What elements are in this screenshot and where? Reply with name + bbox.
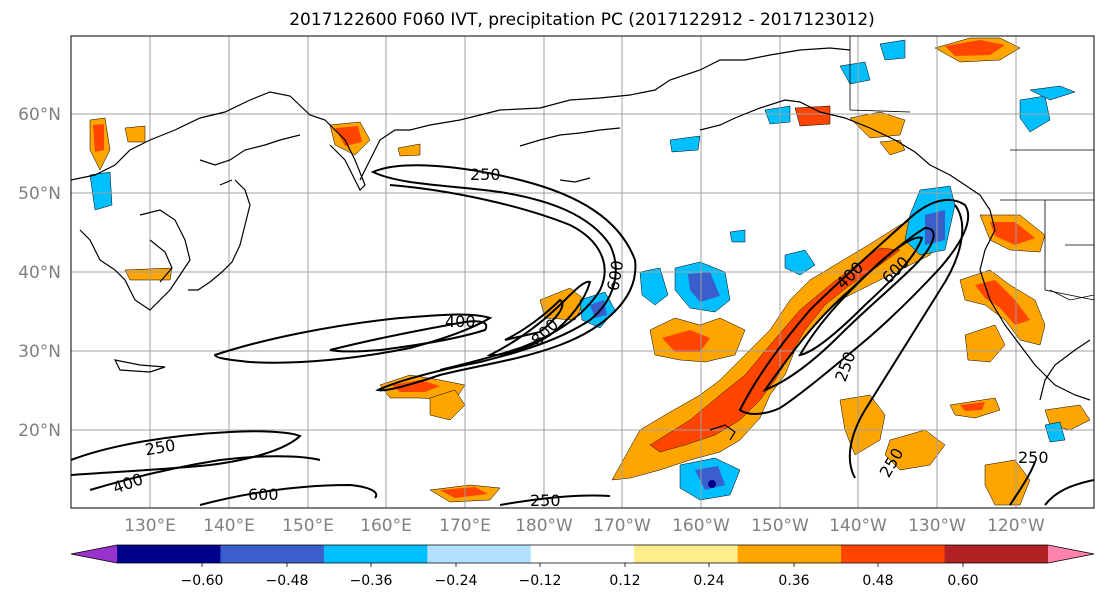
colorbar-tick-label: 0.36 [778,573,809,589]
colorbar-tick-label: −0.12 [519,573,562,589]
precip-shading [89,37,1091,506]
lon-label: 150°E [282,516,334,536]
lon-label: 130°E [124,516,176,536]
lon-label: 140°E [203,516,255,536]
colorbar-ticks [201,563,964,567]
map-frame [70,35,1095,509]
political-borders [849,36,1094,301]
colorbar-tick-label: 0.12 [609,573,640,589]
precip-high-area [662,330,710,352]
precip-negative-area [729,229,746,243]
precip-negative-area [1044,421,1066,443]
precip-negative-area [669,135,701,153]
colorbar-extension-high [1048,545,1094,563]
ivt-contours [71,164,1094,506]
longitude-labels: 130°E 140°E 150°E 160°E 170°E 180°W 170°… [124,516,1045,536]
colorbar-outline [70,544,1095,564]
lat-label: 60°N [18,105,61,125]
precip-high-area [440,487,488,498]
lon-label: 150°W [751,516,809,536]
precip-negative-area [784,249,816,276]
lon-label: 180°W [515,516,573,536]
precip-positive-area [984,459,1031,506]
colorbar-tick-label: 0.24 [693,573,724,589]
colorbar-tick-label: −0.36 [350,573,393,589]
contour-label: 250 [470,165,501,184]
colorbar-cell [841,545,946,563]
precip-high-area [335,126,362,146]
colorbar-tick-labels: −0.60 −0.48 −0.36 −0.24 −0.12 0.12 0.24 … [181,573,979,589]
lon-label: 160°E [360,516,412,536]
precip-negative-area [764,105,791,125]
colorbar-cells [71,545,1094,563]
precip-extreme-negative-spot [708,480,716,488]
colorbar-extension-low [71,545,117,563]
gridlines [71,36,1094,508]
colorbar-cell [323,545,428,563]
precip-positive-area [429,389,466,421]
colorbar-cell [944,545,1049,563]
precip-positive-area [124,267,173,281]
contour-label: 400 [445,312,476,331]
precip-high-area [392,380,440,392]
precip-high-area [990,222,1035,245]
precip-positive-area [397,143,421,157]
lon-label: 140°W [829,516,887,536]
contour-label: 600 [248,485,279,504]
colorbar-tick-label: −0.24 [435,573,478,589]
colorbar-tick-label: −0.60 [181,573,224,589]
coastlines [71,47,1091,441]
precip-positive-area [879,139,906,156]
lon-label: 160°W [672,516,730,536]
colorbar-cell [220,545,325,563]
precip-negative-area [639,267,669,306]
map-panel: 250 400 600 800 400 600 250 250 250 400 … [71,36,1094,510]
precip-negative-area [1029,85,1076,101]
precip-strong-negative-area [688,272,720,302]
precip-strong-negative-area [695,466,725,490]
precip-positive-area [124,125,146,143]
precip-high-area [794,105,831,127]
precip-high-area [945,40,1005,56]
colorbar-cell [634,545,739,563]
precip-negative-area [89,171,113,211]
lon-label: 120°W [987,516,1045,536]
precip-positive-area [964,324,1006,363]
colorbar-cell [530,545,635,563]
precip-negative-area [839,61,871,85]
lon-label: 130°W [908,516,966,536]
lat-label: 30°N [18,342,61,362]
precip-negative-area [879,39,906,61]
precip-positive-area [849,111,906,139]
lon-label: 170°E [439,516,491,536]
precip-high-area [93,124,104,152]
precip-strong-negative-area [925,210,945,245]
colorbar-tick-label: 0.60 [947,573,978,589]
figure-title: 2017122600 F060 IVT, precipitation PC (2… [289,10,875,30]
latitude-labels: 60°N 50°N 40°N 30°N 20°N [18,105,61,441]
contour-label: 250 [1018,448,1049,467]
lat-label: 40°N [18,263,61,283]
precip-strong-negative-area [590,300,607,318]
lat-label: 50°N [18,184,61,204]
lon-label: 170°W [593,516,651,536]
colorbar-cell [737,545,842,563]
contour-label: 250 [530,491,561,510]
colorbar-cell [427,545,532,563]
colorbar-cell [117,545,221,563]
precip-high-area [960,402,985,411]
colorbar-tick-label: 0.48 [862,573,893,589]
lat-label: 20°N [18,421,61,441]
colorbar-tick-label: −0.48 [266,573,309,589]
colorbar: −0.60 −0.48 −0.36 −0.24 −0.12 0.12 0.24 … [70,544,1095,589]
